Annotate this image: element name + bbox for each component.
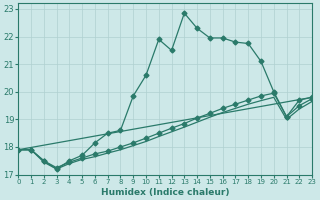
X-axis label: Humidex (Indice chaleur): Humidex (Indice chaleur) <box>101 188 229 197</box>
